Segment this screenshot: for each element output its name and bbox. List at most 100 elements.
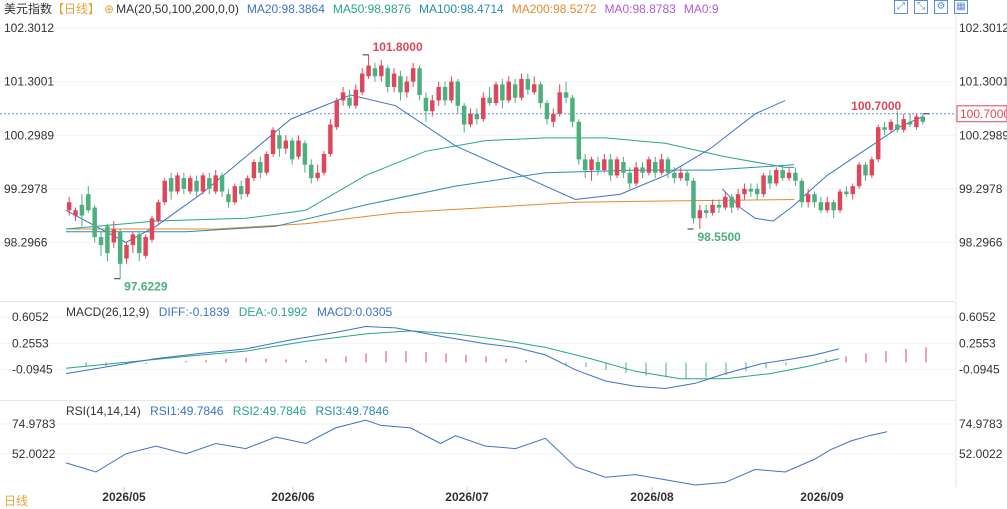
rsi-panel: 74.9783 74.9783 52.0022 52.0022 RSI(14,14,1… [0, 401, 1007, 487]
ma50-label: MA50:98.9876 [332, 2, 411, 16]
candle-body [595, 162, 601, 171]
annotation-label: 100.7000 [851, 99, 901, 113]
candle-body [920, 116, 926, 122]
candle-body [723, 196, 728, 208]
macd-panel: 0.6052 0.6052 0.2553 0.2553 -0.0945 -0.0945 M… [0, 302, 1007, 400]
candle-body [309, 164, 314, 179]
candle-body [602, 159, 607, 171]
candle-body [519, 78, 524, 98]
candle-body [856, 164, 862, 187]
candle-body [818, 202, 824, 211]
candle-body [162, 180, 167, 203]
candle-body [875, 127, 881, 160]
candle-body [117, 231, 123, 264]
settings-icon[interactable]: ⚙ [934, 0, 948, 14]
candle-body [551, 113, 556, 122]
candle-body [844, 191, 849, 195]
price-tick-left: 98.2966 [4, 236, 48, 250]
price-tick-right: 100.2989 [959, 128, 1007, 142]
candle-body [907, 121, 913, 125]
candle-body [251, 162, 257, 179]
candle-body [340, 92, 346, 101]
candle-body [98, 237, 104, 246]
candle-body [270, 129, 276, 154]
candle-body [207, 178, 212, 189]
candle-body [168, 178, 174, 192]
candle-body [729, 196, 734, 208]
candle-body [882, 127, 887, 130]
candle-body [799, 180, 805, 203]
candle-body [468, 113, 473, 125]
period-label[interactable]: 【日线】 [52, 2, 101, 16]
candle-body [391, 73, 397, 87]
candle-body [302, 143, 308, 165]
candle-body [672, 172, 677, 179]
macd-tick-right: -0.0945 [959, 362, 1000, 376]
x-tick-label: 2026/05 [102, 490, 146, 504]
candle-body [761, 175, 766, 195]
candle-body [321, 153, 327, 173]
macd-title: MACD(26,12,9) [66, 305, 150, 319]
candle-body [175, 175, 180, 192]
candle-body [576, 121, 582, 160]
candle-body [245, 178, 250, 195]
candle-body [232, 186, 238, 203]
candle-body [901, 119, 906, 130]
candle-body [417, 68, 422, 96]
shrink-icon[interactable]: ⤡ [914, 0, 928, 14]
ma20-line [65, 94, 786, 243]
candle-body [226, 194, 231, 203]
candle-body [219, 175, 225, 192]
ma20-recent-line [721, 116, 924, 222]
candle-body [684, 172, 690, 181]
price-panel: 102.3012 102.3012 101.3001 101.3001 100.2989… [0, 0, 1007, 300]
candle-body [767, 175, 773, 184]
candle-body [716, 204, 722, 208]
expand-icon[interactable]: ⤢ [894, 0, 908, 14]
candle-body [289, 140, 295, 160]
candle-body [79, 204, 85, 216]
price-tick-left: 102.3012 [4, 21, 54, 35]
candle-body [557, 92, 562, 114]
x-tick-label: 2026/08 [630, 490, 674, 504]
candle-body [812, 194, 817, 203]
candle-body [334, 100, 339, 128]
macd-tick-right: 0.6052 [959, 310, 996, 324]
period-switch-label[interactable]: 日线 [4, 494, 29, 508]
candle-body [614, 159, 620, 176]
rsi-tick-right: 52.0022 [959, 447, 1003, 461]
candle-body [710, 204, 715, 213]
candle-body [277, 135, 282, 149]
macd-tick-right: 0.2553 [959, 336, 996, 350]
candle-body [589, 159, 594, 171]
candle-body [659, 159, 664, 173]
ma200-label: MA200:98.5272 [511, 2, 597, 16]
layout-icon[interactable]: ▦ [954, 0, 968, 14]
candle-body [143, 237, 148, 256]
macd-legend: MACD(26,12,9) DIFF:-0.1839 DEA:-0.1992 M… [66, 305, 398, 319]
ma100-label: MA100:98.4714 [418, 2, 504, 16]
candle-body [570, 97, 575, 122]
candle-body [742, 188, 747, 195]
x-tick-label: 2026/07 [445, 490, 489, 504]
diff-label: DIFF:-0.1839 [158, 305, 230, 319]
rsi-tick-right: 74.9783 [959, 417, 1003, 431]
candle-body [493, 84, 499, 104]
chart-header: 美元指数【日线】 ⊕ MA(20,50,100,200,0,0) MA20:98.38… [4, 1, 727, 17]
candle-body [474, 113, 480, 120]
annotation-label: 101.8000 [373, 40, 423, 54]
candle-body [500, 84, 505, 101]
candle-body [837, 191, 843, 211]
candle-body [258, 162, 263, 173]
candle-body [461, 105, 467, 125]
ma200-line [66, 199, 795, 230]
candle-body [608, 159, 613, 176]
ma100-line [66, 164, 795, 233]
candle-body [748, 188, 754, 192]
symbol-label: 美元指数 [4, 2, 53, 16]
rsi-chart: 74.9783 74.9783 52.0022 52.0022 [0, 401, 1003, 487]
macd-chart: 0.6052 0.6052 0.2553 0.2553 -0.0945 -0.0945 [0, 302, 1000, 400]
circle-plus-icon[interactable]: ⊕ [104, 2, 115, 16]
rsi1-label: RSI1:49.7846 [150, 404, 224, 418]
candle-body [525, 78, 531, 90]
